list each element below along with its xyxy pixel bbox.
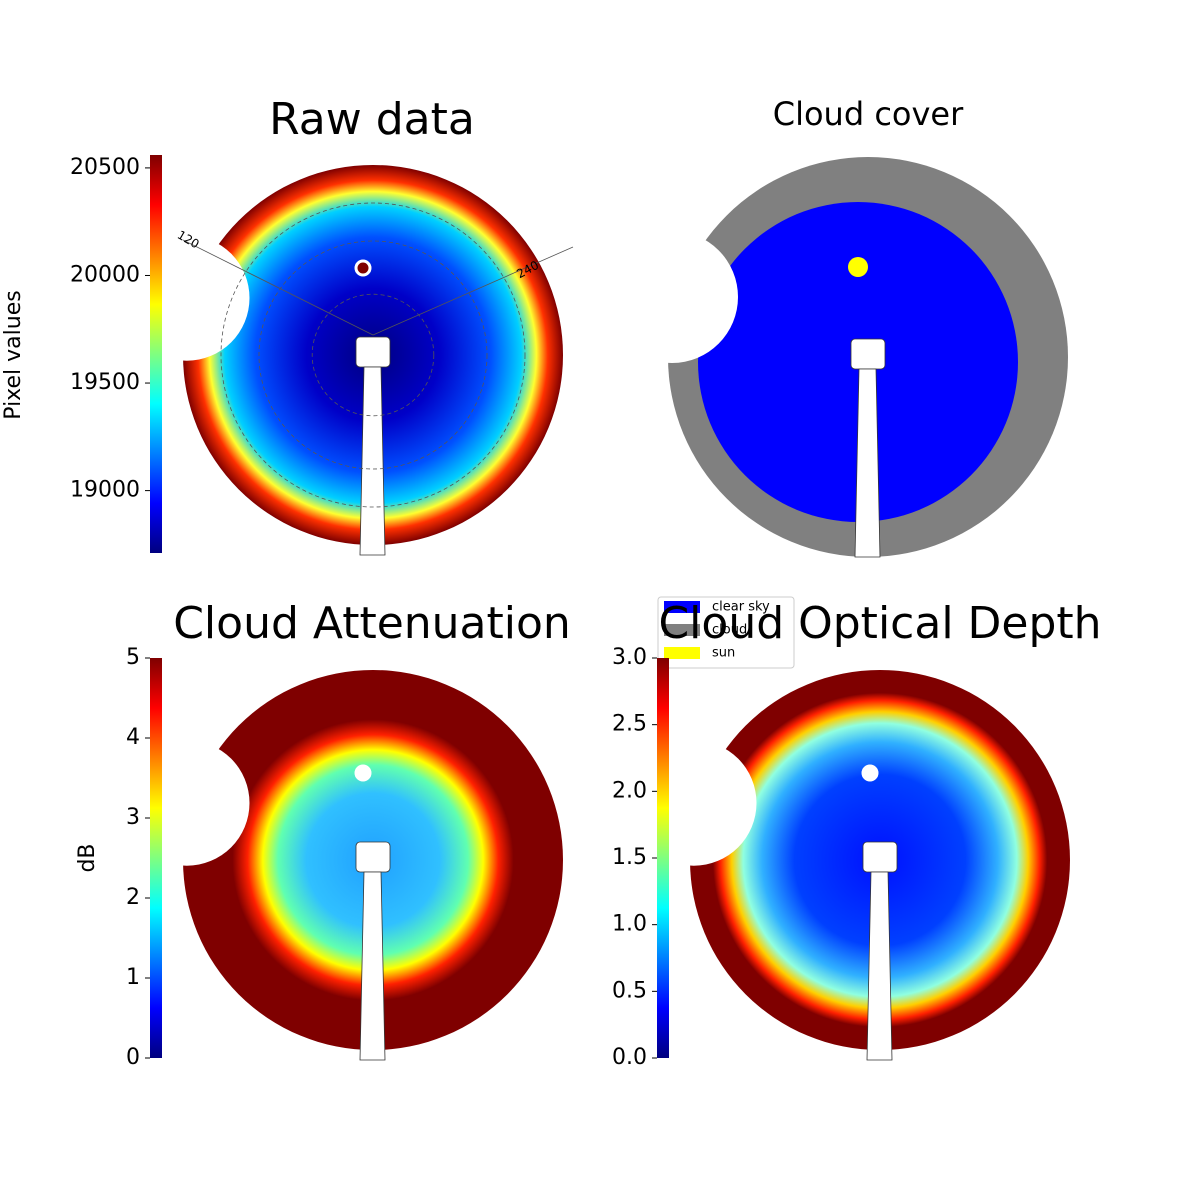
colorbar-tick-label: 20000: [70, 262, 140, 287]
panel-title: Cloud cover: [773, 95, 964, 133]
colorbar: [150, 658, 162, 1058]
mast-pole: [854, 368, 881, 558]
horizon-obstruction: [631, 740, 757, 866]
polar-grid-circle: [311, 293, 435, 417]
legend-swatch: [664, 647, 700, 659]
legend-swatch: [664, 601, 700, 613]
panel-title: Cloud Optical Depth: [658, 598, 1101, 649]
horizon-obstruction: [124, 740, 250, 866]
legend-label: clear sky: [712, 600, 770, 615]
legend-label: cloud: [712, 623, 747, 638]
colorbar-tick-label: 2.0: [612, 778, 647, 803]
colorbar-label: dB: [75, 843, 100, 872]
horizon-obstruction: [124, 235, 250, 361]
mast-pole: [359, 366, 386, 556]
mast-head: [862, 841, 898, 873]
mast-head: [850, 338, 886, 370]
polar-grid-circle: [258, 240, 488, 470]
colorbar-label: Pixel values: [1, 290, 26, 419]
legend-swatch: [664, 624, 700, 636]
colorbar-tick-label: 3.0: [612, 645, 647, 670]
mast-head: [355, 336, 391, 368]
colorbar-tick-label: 1: [126, 965, 140, 990]
colorbar-tick-label: 2.5: [612, 712, 647, 737]
colorbar-tick-label: 0.0: [612, 1045, 647, 1070]
colorbar-tick-label: 0.5: [612, 978, 647, 1003]
legend-label: sun: [712, 646, 735, 661]
colorbar-tick-label: 1.5: [612, 845, 647, 870]
mast-pole: [359, 871, 386, 1061]
colorbar-tick-label: 3: [126, 805, 140, 830]
sun-region: [848, 257, 868, 277]
colorbar-tick-label: 0: [126, 1045, 140, 1070]
sun-mask: [354, 764, 372, 782]
mast-pole: [866, 871, 893, 1061]
sun-mask: [861, 764, 879, 782]
colorbar-tick-label: 19000: [70, 478, 140, 503]
colorbar-tick-label: 5: [126, 645, 140, 670]
colorbar-tick-label: 1.0: [612, 912, 647, 937]
polar-spoke: [182, 239, 374, 336]
colorbar: [150, 155, 162, 553]
colorbar-tick-label: 4: [126, 725, 140, 750]
colorbar: [657, 658, 669, 1058]
colorbar-tick-label: 20500: [70, 155, 140, 180]
mast-head: [355, 841, 391, 873]
panel-title: Raw data: [269, 94, 475, 145]
polar-spoke: [372, 246, 574, 336]
panel-title: Cloud Attenuation: [173, 598, 571, 649]
horizon-obstruction: [606, 231, 738, 363]
polar-grid-circle: [220, 202, 526, 508]
sun-mask: [354, 259, 372, 277]
colorbar-tick-label: 2: [126, 885, 140, 910]
colorbar-tick-label: 19500: [70, 370, 140, 395]
